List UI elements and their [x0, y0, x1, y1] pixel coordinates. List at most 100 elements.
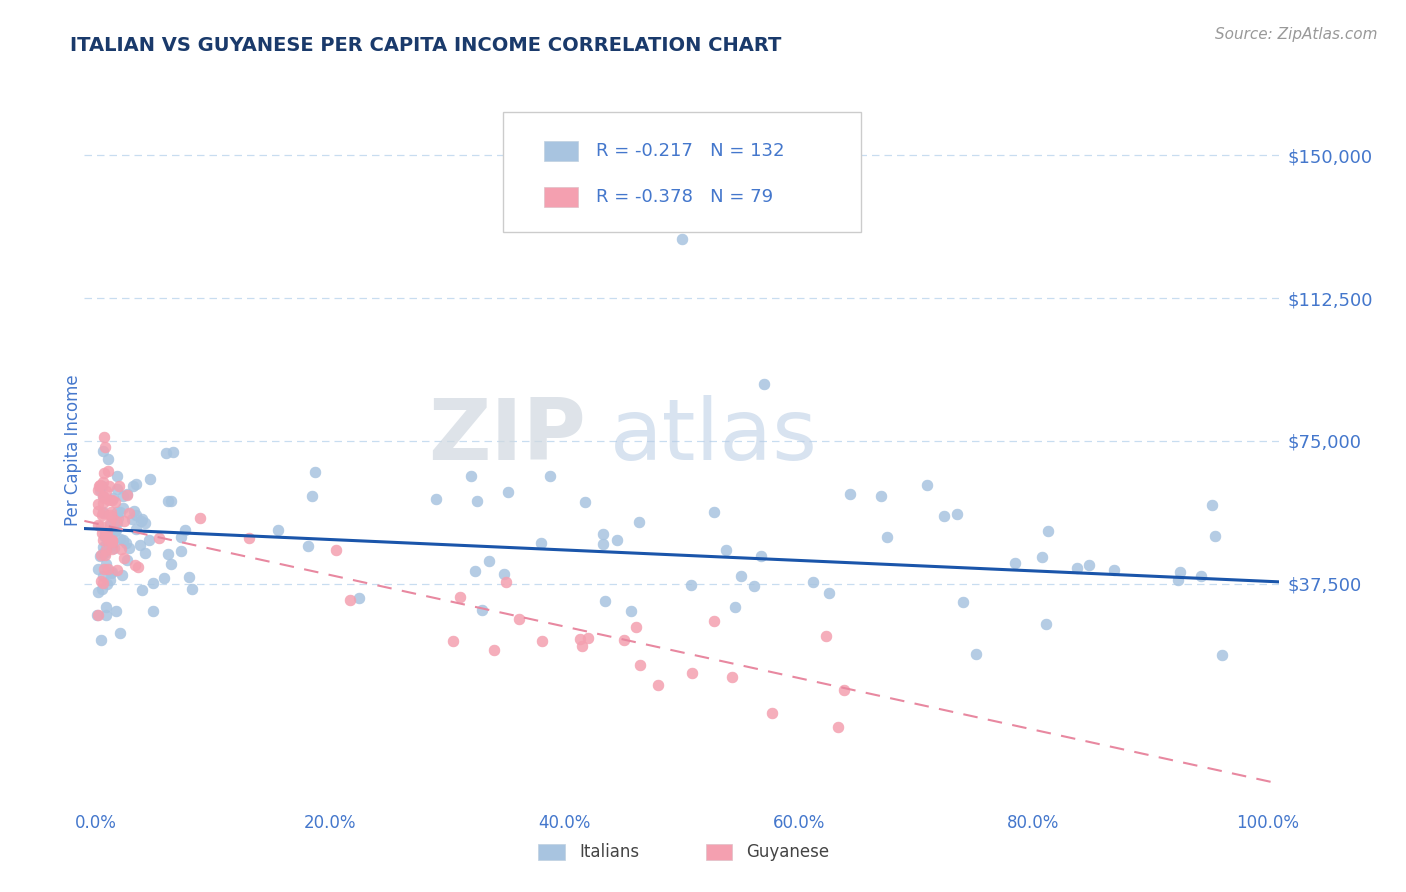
Point	[297, 539, 319, 553]
Point	[89, 549, 111, 563]
Point	[97, 492, 120, 507]
Point	[681, 666, 703, 681]
Point	[98, 479, 121, 493]
Point	[576, 631, 599, 645]
Point	[703, 505, 725, 519]
Point	[460, 469, 482, 483]
Point	[108, 625, 131, 640]
Point	[124, 522, 146, 536]
Point	[87, 584, 110, 599]
Point	[1078, 558, 1101, 573]
Point	[94, 542, 117, 557]
Point	[1201, 498, 1223, 512]
Point	[87, 518, 110, 533]
Point	[441, 634, 464, 648]
Point	[91, 444, 114, 458]
FancyBboxPatch shape	[503, 112, 862, 232]
Point	[104, 517, 127, 532]
Point	[730, 569, 752, 583]
Point	[339, 592, 361, 607]
Point	[124, 504, 146, 518]
Point	[568, 632, 591, 647]
Point	[94, 600, 117, 615]
Point	[1035, 617, 1057, 632]
Point	[91, 540, 114, 554]
Point	[93, 430, 115, 444]
Point	[129, 538, 152, 552]
Point	[1189, 569, 1212, 583]
Point	[169, 544, 191, 558]
Point	[87, 483, 110, 497]
Point	[97, 533, 120, 547]
Point	[606, 533, 628, 548]
Point	[105, 603, 128, 617]
Point	[1031, 550, 1053, 565]
Point	[96, 524, 118, 539]
Point	[96, 464, 118, 478]
Point	[105, 505, 128, 519]
Point	[90, 519, 112, 533]
Point	[105, 523, 128, 537]
Point	[325, 542, 347, 557]
Point	[108, 533, 131, 547]
Point	[93, 546, 115, 560]
Point	[482, 643, 505, 657]
Point	[94, 546, 117, 560]
Point	[86, 608, 108, 623]
Point	[129, 514, 152, 528]
Point	[107, 511, 129, 525]
Point	[626, 620, 648, 634]
Point	[716, 542, 738, 557]
Point	[91, 582, 114, 596]
Point	[449, 591, 471, 605]
Point	[142, 604, 165, 618]
Point	[946, 508, 969, 522]
Point	[188, 510, 211, 524]
Text: Italians: Italians	[579, 843, 640, 861]
Point	[100, 505, 122, 519]
Point	[94, 530, 117, 544]
Point	[111, 489, 134, 503]
Point	[91, 489, 114, 503]
Point	[111, 500, 134, 515]
Point	[876, 529, 898, 543]
Point	[127, 560, 149, 574]
Text: ZIP: ZIP	[429, 395, 586, 478]
Point	[681, 578, 703, 592]
Point	[238, 531, 260, 545]
Point	[1204, 529, 1226, 543]
Point	[142, 575, 165, 590]
Point	[464, 564, 486, 578]
Point	[100, 565, 122, 579]
Point	[148, 531, 170, 545]
Bar	[538, 845, 565, 860]
Point	[90, 548, 112, 562]
Bar	[706, 845, 733, 860]
Point	[101, 535, 124, 549]
Point	[425, 491, 447, 506]
Point	[540, 469, 562, 483]
Point	[153, 571, 176, 585]
Point	[115, 553, 138, 567]
Point	[100, 533, 122, 547]
Point	[91, 475, 114, 489]
Point	[87, 608, 110, 623]
Point	[90, 574, 112, 588]
Point	[98, 518, 121, 533]
Point	[98, 508, 121, 522]
Point	[1168, 565, 1191, 579]
Point	[110, 541, 132, 556]
Point	[103, 541, 125, 556]
Point	[592, 527, 614, 541]
Point	[115, 488, 138, 502]
Point	[121, 512, 143, 526]
Point	[531, 634, 554, 648]
Point	[647, 678, 669, 692]
Point	[613, 632, 636, 647]
Point	[94, 538, 117, 552]
Point	[703, 614, 725, 628]
Point	[304, 465, 326, 479]
Point	[90, 526, 112, 541]
Point	[97, 562, 120, 576]
Point	[174, 523, 197, 537]
